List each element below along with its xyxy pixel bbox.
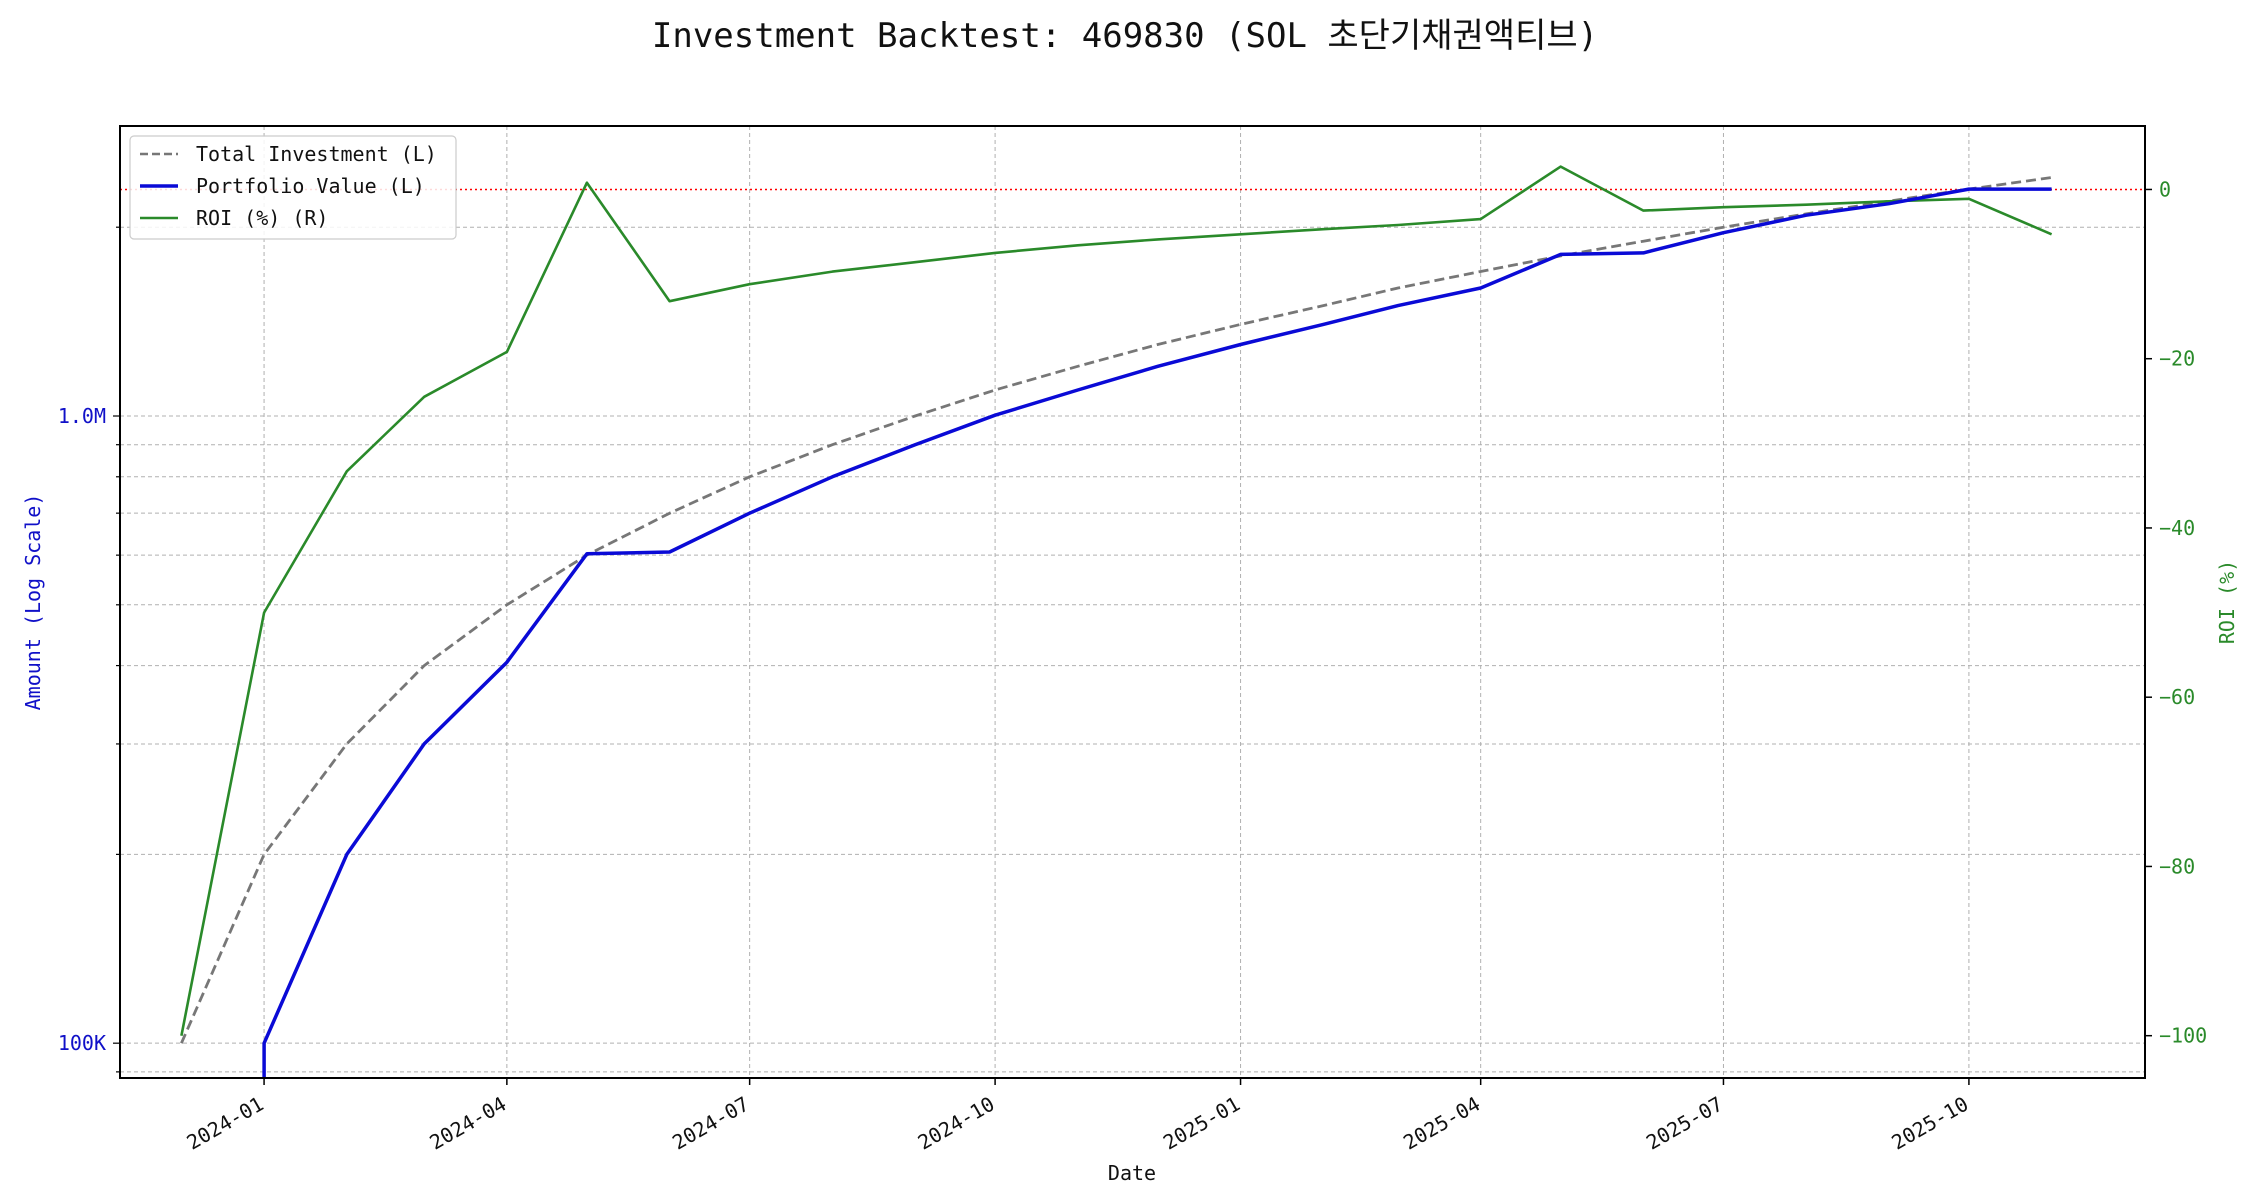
- y-right-tick-label: 0: [2159, 177, 2171, 201]
- plot-frame: [119, 125, 2146, 1079]
- right-y-axis: 0 −20 −40 −60 −80 −100: [2145, 177, 2207, 1048]
- series-line-portfolio-value-l: [262, 187, 2052, 1078]
- x-tick-label: 2024-01: [183, 1092, 268, 1155]
- grid: [120, 126, 2145, 1078]
- x-tick-label: 2024-07: [668, 1092, 753, 1155]
- x-axis: 2024-01 2024-04 2024-07 2024-10 2025-01 2025-…: [183, 1078, 1972, 1155]
- legend-label: ROI (%) (R): [196, 206, 328, 230]
- left-y-axis: 100K 1.0M: [58, 226, 120, 1073]
- series-line-total-investment-l: [180, 176, 2052, 1044]
- x-tick-label: 2025-04: [1399, 1092, 1484, 1155]
- x-tick-label: 2024-10: [914, 1092, 999, 1155]
- y-left-tick-label: 1.0M: [58, 404, 106, 428]
- y-left-tick-label: 100K: [58, 1031, 106, 1055]
- left-y-axis-label: Amount (Log Scale): [21, 494, 45, 711]
- x-tick-label: 2025-07: [1642, 1092, 1727, 1155]
- y-right-tick-label: −20: [2159, 347, 2195, 371]
- chart-title: Investment Backtest: 469830 (SOL 초단기채권액티…: [652, 16, 1598, 56]
- series-layer: [180, 165, 2053, 1078]
- x-tick-label: 2024-04: [425, 1092, 510, 1155]
- legend-label: Total Investment (L): [196, 142, 437, 166]
- right-y-axis-label: ROI (%): [2215, 560, 2239, 644]
- legend-label: Portfolio Value (L): [196, 174, 425, 198]
- legend: Total Investment (L) Portfolio Value (L) R…: [129, 135, 457, 240]
- series-line-roi-r: [180, 165, 2053, 1036]
- y-right-tick-label: −100: [2159, 1024, 2207, 1048]
- legend-box: [129, 135, 457, 240]
- y-right-tick-label: −40: [2159, 516, 2195, 540]
- y-right-tick-label: −60: [2159, 685, 2195, 709]
- y-right-tick-label: −80: [2159, 854, 2195, 878]
- x-tick-label: 2025-10: [1887, 1092, 1972, 1155]
- x-tick-label: 2025-01: [1159, 1092, 1244, 1155]
- x-axis-label: Date: [1108, 1161, 1156, 1185]
